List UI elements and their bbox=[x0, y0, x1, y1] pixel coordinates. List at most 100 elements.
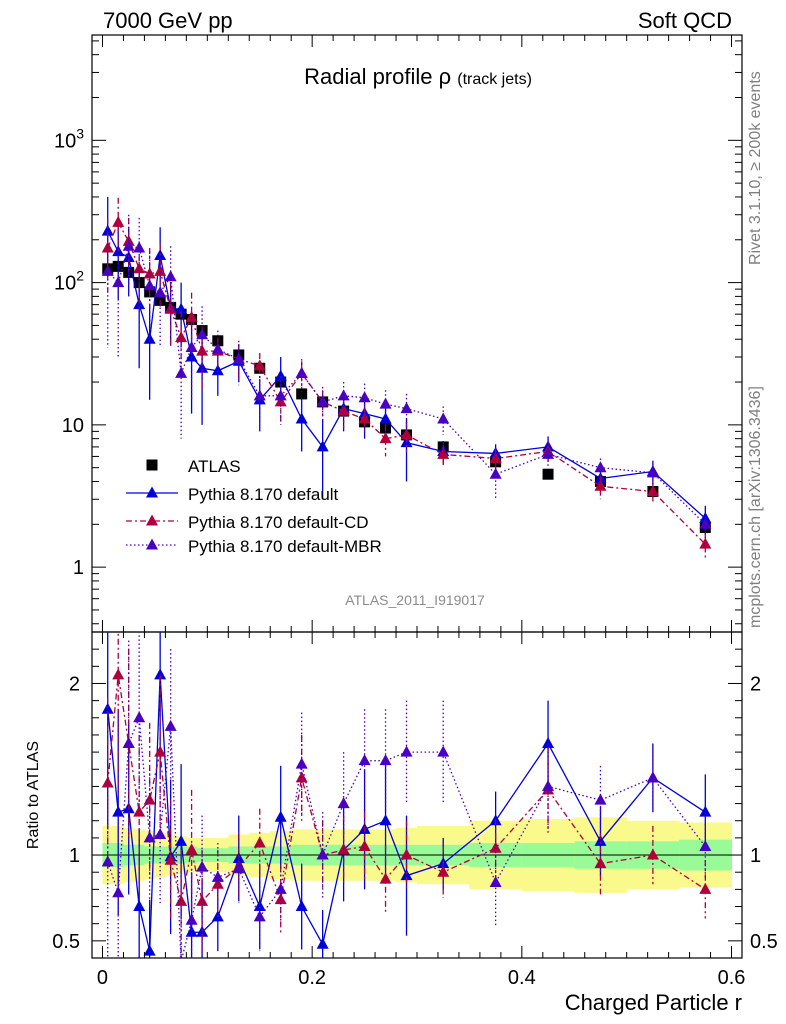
point-cd bbox=[379, 432, 392, 444]
point-mbr bbox=[379, 397, 392, 409]
legend-label-default: Pythia 8.170 default bbox=[188, 485, 339, 504]
point-cd bbox=[437, 447, 450, 459]
ratio-point-default bbox=[154, 668, 167, 680]
y-tick-exp: 2 bbox=[76, 268, 84, 284]
point-cd bbox=[594, 479, 607, 491]
point-mbr bbox=[594, 461, 607, 473]
ratio-y-tick-label-right: 2 bbox=[750, 673, 761, 695]
point-cd bbox=[101, 241, 114, 253]
ratio-point-mbr bbox=[295, 757, 308, 769]
x-tick-label: 0.2 bbox=[298, 967, 326, 989]
ratio-point-cd bbox=[143, 793, 156, 805]
ratio-point-mbr bbox=[112, 886, 125, 898]
legend-marker-cd bbox=[146, 514, 158, 526]
ratio-point-cd bbox=[154, 745, 167, 757]
ratio-point-cd bbox=[164, 853, 177, 865]
ratio-point-cd bbox=[400, 848, 413, 860]
ratio-point-mbr bbox=[101, 855, 114, 867]
ratio-y-axis-title: Ratio to ATLAS bbox=[25, 741, 42, 849]
ratio-y-tick-label-right: 1 bbox=[750, 845, 761, 867]
ratio-point-cd bbox=[379, 872, 392, 884]
point-cd bbox=[358, 412, 371, 424]
ratio-point-mbr bbox=[400, 745, 413, 757]
point-cd bbox=[400, 428, 413, 440]
main-series-group bbox=[101, 196, 712, 559]
legend-label-atlas: ATLAS bbox=[188, 457, 241, 476]
point-mbr bbox=[143, 279, 156, 291]
x-tick-label: 0.4 bbox=[508, 967, 536, 989]
point-mbr bbox=[101, 264, 114, 276]
header-left: 7000 GeV pp bbox=[103, 8, 233, 33]
point-mbr bbox=[154, 286, 167, 298]
point-mbr bbox=[274, 389, 287, 401]
ratio-point-mbr bbox=[122, 737, 135, 749]
x-tick-label: 0 bbox=[97, 967, 108, 989]
ratio-point-cd bbox=[646, 848, 659, 860]
point-cd bbox=[112, 215, 125, 227]
point-default bbox=[185, 350, 198, 362]
ratio-y-tick-label: 2 bbox=[69, 673, 80, 695]
series-line-mbr bbox=[107, 245, 706, 525]
point-mbr bbox=[175, 366, 188, 378]
point-cd bbox=[253, 359, 266, 371]
point-mbr bbox=[295, 366, 308, 378]
ratio-point-mbr bbox=[179, 954, 183, 958]
point-mbr bbox=[253, 389, 266, 401]
legend-marker-mbr bbox=[146, 538, 158, 550]
point-mbr bbox=[112, 276, 125, 288]
series-default bbox=[101, 196, 712, 535]
point-cd bbox=[154, 264, 167, 276]
legend-marker-default bbox=[146, 486, 158, 498]
point-cd bbox=[133, 262, 146, 274]
point-cd bbox=[175, 331, 188, 343]
ratio-point-mbr bbox=[274, 882, 287, 894]
point-mbr bbox=[185, 340, 198, 352]
ratio-point-cd bbox=[358, 839, 371, 851]
legend-marker-atlas bbox=[146, 459, 158, 471]
ratio-point-default bbox=[185, 925, 198, 937]
ratio-point-cd bbox=[274, 893, 287, 905]
series-mbr bbox=[101, 214, 712, 539]
ratio-point-cd bbox=[112, 668, 125, 680]
legend-label-mbr: Pythia 8.170 default-MBR bbox=[188, 537, 382, 556]
ratio-point-mbr bbox=[133, 711, 146, 723]
ratio-point-mbr bbox=[337, 797, 350, 809]
ratio-point-mbr bbox=[154, 827, 167, 839]
ratio-point-mbr bbox=[185, 913, 198, 925]
point-cd bbox=[196, 344, 209, 356]
ratio-point-mbr bbox=[253, 910, 266, 922]
legend bbox=[126, 459, 178, 550]
ratio-y-tick-label: 1 bbox=[69, 845, 80, 867]
point-mbr bbox=[133, 241, 146, 253]
y-tick-label: 1 bbox=[73, 557, 84, 579]
ratio-point-mbr bbox=[358, 754, 371, 766]
point-default bbox=[211, 364, 224, 376]
ratio-point-mbr bbox=[542, 779, 555, 791]
ratio-point-mbr bbox=[211, 870, 224, 882]
ratio-point-default bbox=[133, 900, 146, 912]
x-axis-title: Charged Particle r bbox=[565, 990, 742, 1015]
analysis-watermark: ATLAS_2011_I919017 bbox=[345, 592, 485, 608]
chart-title-suffix: (track jets) bbox=[457, 71, 532, 88]
y-tick-label: 10 bbox=[62, 415, 84, 437]
point-default bbox=[175, 302, 188, 314]
point-default bbox=[295, 412, 308, 424]
point-mbr bbox=[400, 402, 413, 414]
ratio-point-mbr bbox=[196, 860, 209, 872]
ratio-point-mbr bbox=[232, 862, 245, 874]
x-tick-label: 0.6 bbox=[718, 967, 746, 989]
ratio-point-mbr bbox=[699, 839, 712, 851]
point-mbr bbox=[196, 328, 209, 340]
ratio-point-default bbox=[175, 834, 188, 846]
ratio-series-group bbox=[101, 632, 712, 958]
ratio-y-tick-label-right: 0.5 bbox=[750, 931, 778, 953]
ratio-point-default bbox=[143, 944, 156, 956]
ratio-point-mbr bbox=[316, 848, 329, 860]
ratio-point-mbr bbox=[437, 745, 450, 757]
point-mbr bbox=[437, 412, 450, 424]
legend-label-cd: Pythia 8.170 default-CD bbox=[188, 513, 369, 532]
ratio-point-default bbox=[699, 805, 712, 817]
point-mbr bbox=[646, 466, 659, 478]
chart-title: Radial profile ρ (track jets) bbox=[304, 64, 532, 89]
point-default bbox=[274, 369, 287, 381]
